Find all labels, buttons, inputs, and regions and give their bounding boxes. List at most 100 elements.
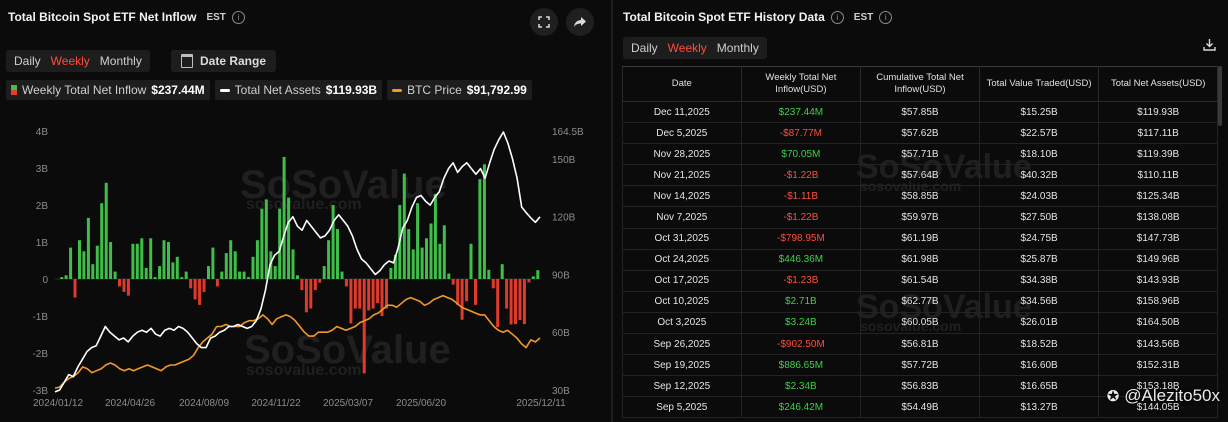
- column-header-net-assets[interactable]: Total Net Assets(USD): [1098, 66, 1218, 102]
- inflow-bar[interactable]: [109, 242, 113, 279]
- inflow-bar[interactable]: [331, 205, 335, 279]
- inflow-bar[interactable]: [309, 279, 313, 309]
- inflow-bar[interactable]: [184, 271, 188, 279]
- inflow-bar[interactable]: [224, 253, 228, 279]
- tab-daily[interactable]: Daily: [631, 41, 658, 55]
- inflow-bar[interactable]: [86, 217, 90, 279]
- inflow-bar[interactable]: [371, 279, 375, 309]
- download-button[interactable]: [1203, 38, 1216, 54]
- inflow-bar[interactable]: [318, 279, 322, 283]
- inflow-bar[interactable]: [287, 197, 291, 279]
- inflow-bar[interactable]: [425, 238, 428, 279]
- inflow-bar[interactable]: [487, 269, 491, 280]
- inflow-bar[interactable]: [95, 245, 99, 279]
- inflow-bar[interactable]: [113, 271, 117, 279]
- inflow-bar[interactable]: [531, 276, 535, 279]
- inflow-bar[interactable]: [158, 266, 162, 279]
- inflow-bar[interactable]: [273, 266, 277, 279]
- inflow-bar[interactable]: [131, 243, 135, 279]
- table-row[interactable]: Nov 28,2025 $70.05M $57.71B $18.10B $119.39B: [622, 143, 1218, 166]
- inflow-bar[interactable]: [304, 279, 308, 313]
- tab-weekly[interactable]: Weekly: [50, 54, 90, 68]
- inflow-bar[interactable]: [474, 279, 477, 305]
- inflow-bar[interactable]: [442, 225, 446, 279]
- inflow-bar[interactable]: [100, 203, 104, 279]
- inflow-bar[interactable]: [336, 229, 339, 279]
- table-row[interactable]: Nov 7,2025 -$1.22B $59.97B $27.50B $138.08B: [622, 206, 1218, 229]
- inflow-bar[interactable]: [522, 279, 526, 325]
- legend-total-assets[interactable]: Total Net Assets $119.93B: [214, 80, 383, 100]
- table-row[interactable]: Oct 17,2025 -$1.23B $61.54B $34.38B $143.93B: [622, 269, 1218, 292]
- share-button[interactable]: [566, 8, 594, 36]
- inflow-bar[interactable]: [64, 275, 68, 279]
- inflow-bar[interactable]: [514, 279, 517, 325]
- inflow-bar[interactable]: [447, 273, 451, 280]
- inflow-bar[interactable]: [126, 279, 130, 296]
- inflow-bar[interactable]: [153, 277, 157, 279]
- inflow-bar[interactable]: [389, 267, 393, 279]
- inflow-bar[interactable]: [322, 266, 326, 279]
- inflow-bar[interactable]: [211, 247, 215, 279]
- inflow-bar[interactable]: [118, 279, 121, 287]
- inflow-bar[interactable]: [215, 279, 219, 287]
- inflow-bar[interactable]: [505, 279, 509, 309]
- table-scrollbar[interactable]: [1218, 66, 1222, 126]
- column-header-weekly-inflow[interactable]: Weekly Total Net Inflow(USD): [740, 66, 862, 102]
- inflow-bar[interactable]: [282, 156, 286, 279]
- inflow-bar[interactable]: [255, 240, 259, 279]
- inflow-bar[interactable]: [465, 279, 469, 302]
- inflow-bar[interactable]: [456, 279, 460, 305]
- inflow-bar[interactable]: [358, 279, 362, 309]
- column-header-traded[interactable]: Total Value Traded(USD): [978, 66, 1100, 102]
- inflow-bar[interactable]: [385, 279, 388, 309]
- inflow-bar[interactable]: [509, 279, 513, 325]
- inflow-bar[interactable]: [193, 279, 197, 300]
- legend-btc-price[interactable]: BTC Price $91,792.99: [387, 80, 532, 100]
- inflow-bar[interactable]: [367, 279, 371, 311]
- inflow-bar[interactable]: [416, 203, 420, 279]
- inflow-bar[interactable]: [527, 279, 531, 283]
- inflow-bar[interactable]: [73, 279, 77, 298]
- tab-monthly[interactable]: Monthly: [99, 54, 142, 68]
- table-row[interactable]: Oct 24,2025 $446.36M $61.98B $25.87B $149.96…: [622, 248, 1218, 271]
- inflow-bar[interactable]: [518, 279, 522, 321]
- info-icon[interactable]: i: [231, 10, 245, 24]
- inflow-bar[interactable]: [238, 271, 242, 279]
- inflow-bar[interactable]: [327, 240, 331, 279]
- inflow-bar[interactable]: [247, 277, 250, 279]
- inflow-bar[interactable]: [135, 243, 139, 279]
- net-inflow-chart[interactable]: 4B 3B 2B 1B 0 -1B -2B -3B 164.5B 150B 120B 90B 60B 30…: [0, 0, 610, 422]
- table-row[interactable]: Sep 12,2025 $2.34B $56.83B $16.65B $153.18B: [622, 375, 1218, 398]
- inflow-bar[interactable]: [198, 279, 202, 305]
- inflow-bar[interactable]: [460, 279, 464, 320]
- inflow-bar[interactable]: [469, 243, 473, 279]
- inflow-bar[interactable]: [313, 279, 317, 291]
- inflow-bar[interactable]: [353, 279, 357, 309]
- inflow-bar[interactable]: [69, 247, 73, 279]
- inflow-bar[interactable]: [349, 279, 353, 324]
- table-row[interactable]: Nov 21,2025 -$1.22B $57.64B $40.32B $110.11B: [622, 164, 1218, 187]
- inflow-bar[interactable]: [175, 256, 179, 279]
- inflow-bar[interactable]: [429, 223, 433, 280]
- inflow-bar[interactable]: [82, 251, 86, 280]
- table-row[interactable]: Dec 5,2025 -$87.77M $57.62B $22.57B $117.11B: [622, 122, 1218, 145]
- inflow-bar[interactable]: [233, 251, 237, 280]
- tab-daily[interactable]: Daily: [14, 54, 41, 68]
- inflow-bar[interactable]: [260, 208, 264, 279]
- inflow-bar[interactable]: [91, 264, 95, 279]
- fullscreen-button[interactable]: [530, 8, 558, 36]
- inflow-bar[interactable]: [536, 270, 540, 279]
- tab-weekly[interactable]: Weekly: [667, 41, 707, 55]
- table-row[interactable]: Sep 19,2025 $886.65M $57.72B $16.60B $152.31…: [622, 354, 1218, 377]
- inflow-bar[interactable]: [264, 199, 268, 279]
- inflow-bar[interactable]: [122, 279, 126, 292]
- inflow-bar[interactable]: [451, 279, 455, 285]
- inflow-bar[interactable]: [171, 262, 175, 279]
- inflow-bar[interactable]: [104, 182, 108, 279]
- total-net-assets-line[interactable]: [54, 131, 541, 393]
- inflow-bar[interactable]: [242, 271, 246, 279]
- legend-weekly-inflow[interactable]: Weekly Total Net Inflow $237.44M: [6, 80, 210, 100]
- table-row[interactable]: Sep 5,2025 $246.42M $54.49B $13.27B $144.05B: [622, 396, 1218, 419]
- inflow-bar[interactable]: [393, 254, 397, 279]
- inflow-bar[interactable]: [300, 279, 304, 291]
